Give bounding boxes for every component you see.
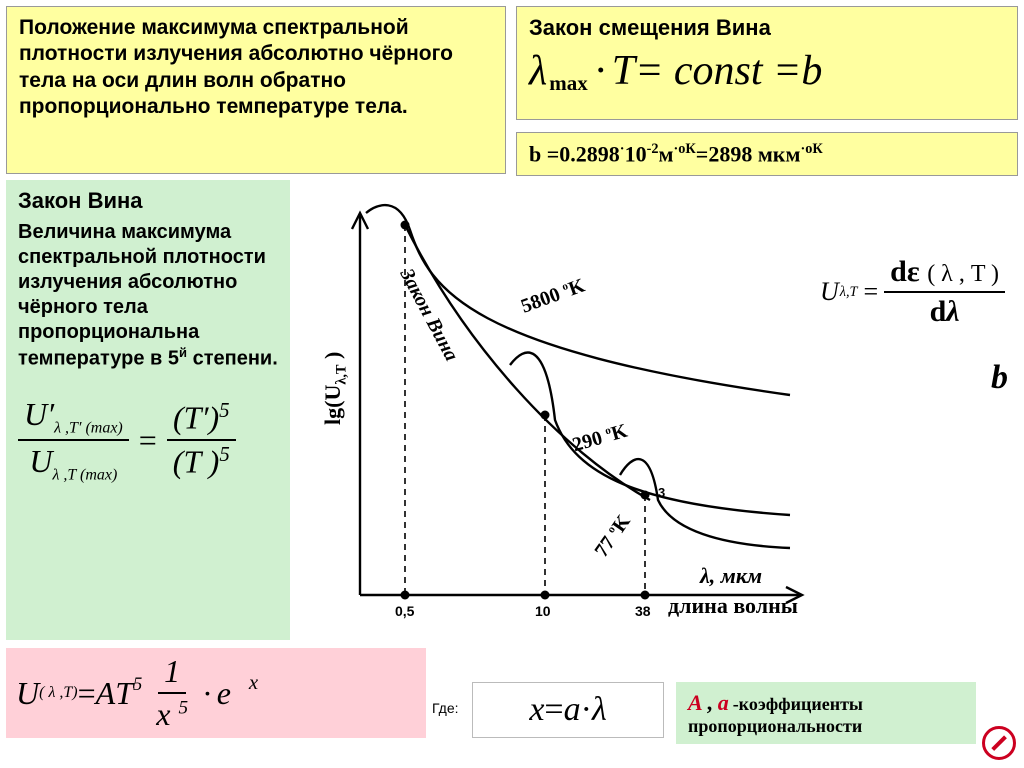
sub-lT-max: λ ,T (max) [53,466,118,483]
b-degk2: ·oК [800,141,822,157]
where-text: Где: [432,700,459,716]
e-exp-x: x [249,671,258,695]
coeff-comma: , [707,690,718,715]
equals-3: = [78,675,96,712]
planck-approx-formula: U( λ ,T) = AT 5 1 x 5 · e x [16,653,258,733]
wien-displacement-formula: λ max · T = const = b [529,45,1005,96]
b-prefix: b =0.2898 [529,141,620,166]
x-equals-a-lambda: x = a · λ [472,682,664,738]
sym-U: U [29,443,52,479]
sym-Uprime: U′ [24,396,54,432]
b-ten: 10 [625,141,647,166]
spectral-density-definition: Uλ,T = dε ( λ , T ) dλ b [820,255,1020,397]
den-x: x [156,696,170,732]
wien-displacement-title: Закон смещения Вина [529,15,1005,41]
wien-law-body-suffix: степени. [187,348,278,370]
coeff-A: A [688,690,703,715]
paren-lT: ( λ , T ) [927,261,999,287]
sym-U4: U [16,675,39,712]
sym-U3: U [820,277,839,307]
wien-shift-explanation: Положение максимума спектральной плотнос… [6,6,506,174]
wien-law-body: Величина максимума спектральной плотност… [18,220,278,372]
where-label: Где: [432,700,459,718]
coeff-note-box: A , a -коэффициенты пропорциональности [676,682,976,744]
den-x5: 5 [178,697,188,718]
b-unit1: м [658,141,673,166]
symbol-b: b [801,47,822,95]
sub-lT2: ( λ ,T) [39,684,77,702]
sym-lambda-2: λ [592,691,607,729]
wien-law-body-sup: й [179,345,187,360]
sym-a: a [564,691,581,729]
symbol-T: T [612,47,635,95]
dot-2: · [202,675,213,712]
u-fraction: dε ( λ , T ) dλ [884,255,1005,329]
sup-five-3: 5 [133,674,142,696]
trailing-b: b [820,359,1020,397]
x-tick-label: 10 [535,603,551,619]
sym-x: x [529,691,544,729]
wien-ratio-lhs: U′λ ,T′ (max) Uλ ,T (max) [18,396,129,485]
no-entry-icon [982,726,1016,760]
equals-4: = [544,691,563,729]
sub-lT: λ,T [840,284,858,301]
y-axis-label: lg(Uλ,T ) [320,352,350,425]
x-tick-label: 0,5 [395,603,414,619]
wien-shift-explanation-text: Положение максимума спектральной плотнос… [19,15,493,120]
sup-five-2: 5 [219,443,229,466]
d-lambda: dλ [930,295,960,328]
b-exp: -2 [647,141,659,157]
sym-Tprime: (T′) [173,400,219,436]
dot-3: · [581,691,592,729]
wien-law-box: Закон Вина Величина максимума спектральн… [6,180,290,640]
sym-T2: (T ) [173,444,220,480]
equals: = [139,422,157,459]
dot: · [594,47,608,95]
sym-e: e [217,675,231,712]
coeff-a: a [718,690,729,715]
planck-approx-formula-box: U( λ ,T) = AT 5 1 x 5 · e x [6,648,426,738]
x-axis-unit-label: λ, мкм [700,563,762,589]
wien-law-title: Закон Вина [18,188,278,214]
eq-const-b: = const = [635,47,801,95]
num-one: 1 [158,653,186,694]
b-degk1: ·oК [673,141,695,157]
sub-lTprime-max: λ ,T′ (max) [54,419,123,436]
x-tick-label: 38 [635,603,651,619]
wien-ratio-rhs: (T′)5 (T )5 [167,399,236,480]
wien-ratio-formula: U′λ ,T′ (max) Uλ ,T (max) = (T′)5 (T )5 [18,396,278,485]
subscript-max: max [549,71,588,96]
d-eps: dε [890,255,920,288]
sym-A: A [96,675,116,712]
equals-2: = [864,277,879,307]
one-over-x5: 1 x 5 [150,653,194,733]
x-axis-name-label: длина волны [668,593,798,619]
sym-T3: T [115,675,133,712]
sup-five-1: 5 [219,399,229,422]
tick-label-3: 3 [658,485,665,500]
wien-displacement-law-box: Закон смещения Вина λ max · T = const = … [516,6,1018,120]
wien-constant-value: b =0.2898·10-2м·oК=2898 мкм·oК [516,132,1018,176]
symbol-lambda: λ [529,47,547,95]
b-eq: =2898 мкм [696,141,801,166]
sym-b2: b [991,359,1008,397]
